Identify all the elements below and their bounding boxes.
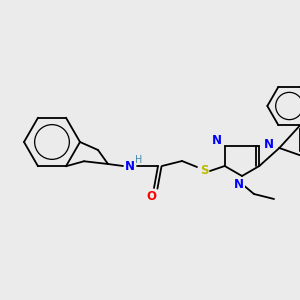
Text: H: H bbox=[135, 155, 142, 165]
Text: N: N bbox=[234, 178, 244, 191]
Text: O: O bbox=[146, 190, 156, 203]
Text: N: N bbox=[264, 137, 274, 151]
Text: S: S bbox=[200, 164, 208, 178]
Text: N: N bbox=[125, 160, 135, 172]
Text: N: N bbox=[212, 134, 222, 146]
